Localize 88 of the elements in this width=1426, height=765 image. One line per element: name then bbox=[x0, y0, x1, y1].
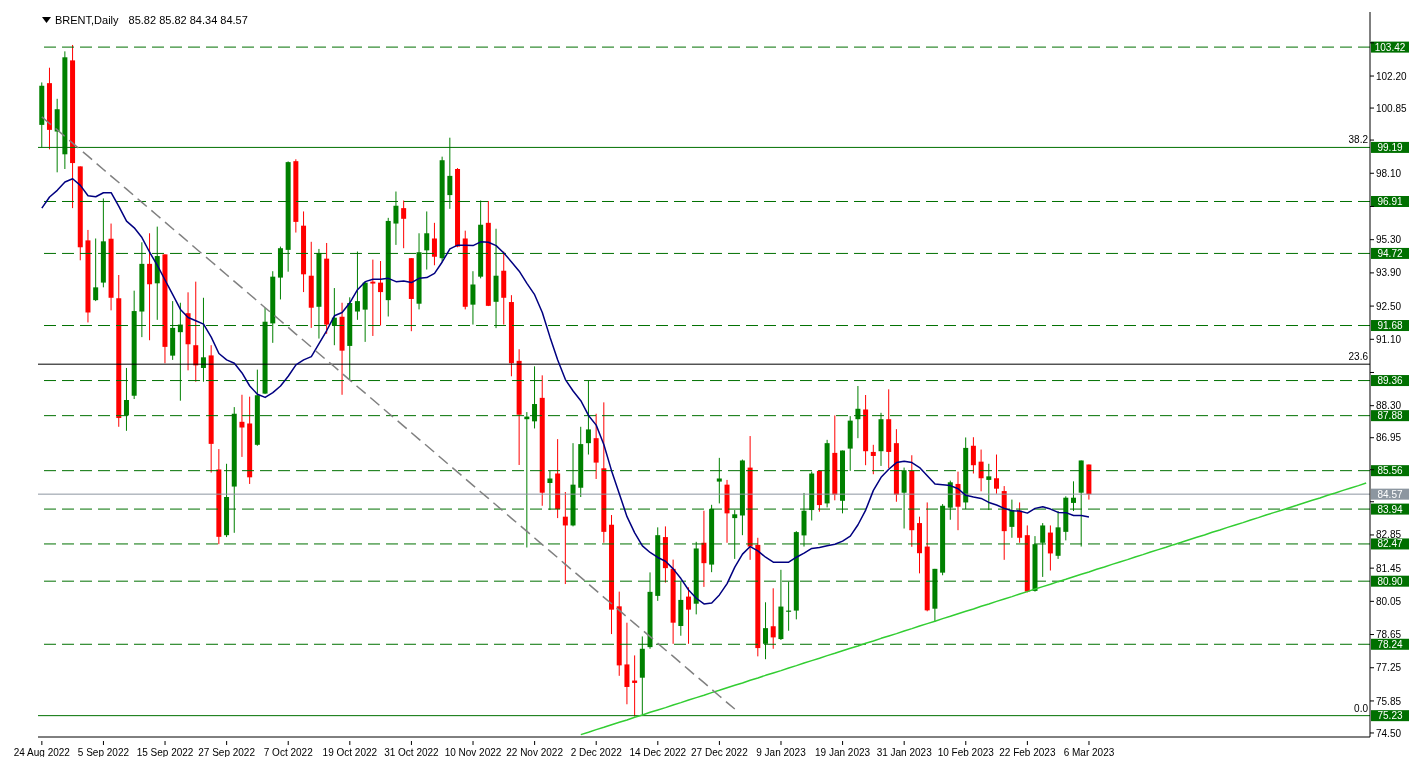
candlestick bbox=[770, 587, 776, 650]
candlestick bbox=[424, 210, 430, 271]
x-tick-label: 14 Dec 2022 bbox=[629, 747, 687, 758]
candlestick bbox=[354, 251, 360, 321]
candlestick bbox=[701, 510, 707, 588]
candlestick bbox=[239, 394, 245, 458]
x-tick-label: 2 Dec 2022 bbox=[570, 747, 623, 758]
y-tick-label: 77.25 bbox=[1376, 662, 1402, 674]
candlestick bbox=[447, 137, 453, 210]
candlestick bbox=[470, 270, 476, 326]
candlestick bbox=[986, 463, 992, 511]
candlestick bbox=[147, 232, 153, 341]
y-tick-label: 80.05 bbox=[1376, 595, 1402, 607]
line-series bbox=[580, 482, 1367, 736]
ref-line-label: 96.91 bbox=[1377, 195, 1403, 207]
candlestick bbox=[1070, 480, 1076, 512]
x-tick-label: 22 Feb 2023 bbox=[999, 747, 1056, 758]
annotation: 38.2 bbox=[1348, 134, 1368, 147]
annotation: 23.6 bbox=[1348, 351, 1368, 364]
candlestick bbox=[686, 586, 692, 645]
ref-line-label: 87.88 bbox=[1377, 410, 1403, 422]
candlestick bbox=[901, 467, 907, 530]
ref-line-label: 82.47 bbox=[1377, 538, 1403, 550]
candlestick bbox=[378, 260, 384, 327]
candlestick bbox=[1009, 499, 1015, 539]
y-tick-label: 82.85 bbox=[1376, 529, 1402, 541]
candlestick bbox=[870, 444, 876, 475]
candlestick bbox=[978, 449, 984, 492]
y-tick-label: 95.30 bbox=[1376, 234, 1402, 246]
ref-line-label: 103.42 bbox=[1374, 41, 1406, 53]
y-tick-label: 102.20 bbox=[1376, 70, 1408, 82]
candlestick bbox=[1040, 522, 1046, 578]
x-tick-label: 7 Oct 2022 bbox=[263, 747, 314, 758]
candlestick bbox=[970, 436, 976, 475]
y-tick-label: 91.10 bbox=[1376, 333, 1402, 345]
candlestick bbox=[547, 470, 553, 511]
ref-line-label: 94.72 bbox=[1377, 247, 1403, 259]
x-tick-label: 9 Jan 2023 bbox=[756, 747, 807, 758]
candlestick bbox=[994, 454, 999, 495]
ref-line-label: 80.90 bbox=[1377, 575, 1403, 587]
candlestick bbox=[716, 457, 722, 504]
candlestick bbox=[585, 380, 591, 456]
candlestick bbox=[1047, 524, 1053, 572]
candlestick bbox=[732, 509, 738, 560]
ref-line-label: 78.24 bbox=[1377, 638, 1403, 650]
y-tick-label: 93.90 bbox=[1376, 267, 1402, 279]
y-tick-label: 98.10 bbox=[1376, 167, 1402, 179]
x-tick-label: 22 Nov 2022 bbox=[506, 747, 564, 758]
x-tick-label: 19 Oct 2022 bbox=[322, 747, 378, 758]
y-tick-label: 75.85 bbox=[1376, 695, 1402, 707]
x-tick-label: 10 Nov 2022 bbox=[444, 747, 502, 758]
x-tick-label: 6 Mar 2023 bbox=[1063, 747, 1115, 758]
y-tick-label: 88.30 bbox=[1376, 400, 1402, 412]
candlestick bbox=[54, 98, 60, 173]
chart-subtitle: 85.82 85.82 84.34 84.57 bbox=[128, 14, 248, 26]
candlestick bbox=[200, 297, 206, 383]
ref-line-label: 84.57 bbox=[1377, 488, 1403, 500]
candlestick bbox=[763, 601, 769, 660]
candlestick bbox=[93, 237, 99, 302]
chart-title: BRENT,Daily bbox=[55, 14, 119, 26]
candlestick bbox=[532, 365, 538, 429]
ref-line-label: 91.68 bbox=[1377, 320, 1403, 332]
ref-line-label: 89.36 bbox=[1377, 375, 1403, 387]
x-tick-label: 19 Jan 2023 bbox=[815, 747, 871, 758]
line-series bbox=[41, 177, 1090, 605]
candlestick bbox=[562, 491, 568, 585]
candlestick bbox=[431, 222, 437, 266]
annotation: 0.0 bbox=[1354, 702, 1368, 715]
y-tick-label: 81.45 bbox=[1376, 562, 1402, 574]
ref-line-label: 99.19 bbox=[1377, 141, 1403, 153]
y-tick-label: 100.85 bbox=[1376, 102, 1408, 114]
ref-line-label: 83.94 bbox=[1377, 503, 1403, 515]
candlestick bbox=[624, 622, 630, 705]
y-tick-label: 86.95 bbox=[1376, 432, 1402, 444]
x-tick-label: 27 Dec 2022 bbox=[691, 747, 749, 758]
ref-line-label: 75.23 bbox=[1377, 710, 1403, 722]
candlestick bbox=[393, 191, 399, 246]
y-tick-label: 92.50 bbox=[1376, 300, 1402, 312]
candlestick bbox=[123, 367, 129, 432]
candlestick bbox=[401, 200, 407, 249]
ref-line-label: 85.56 bbox=[1377, 465, 1403, 477]
candlestick bbox=[193, 281, 199, 383]
x-tick-label: 31 Jan 2023 bbox=[876, 747, 933, 758]
x-tick-label: 10 Feb 2023 bbox=[937, 747, 995, 758]
x-tick-label: 31 Oct 2022 bbox=[384, 747, 440, 758]
y-tick-label: 78.65 bbox=[1376, 629, 1402, 641]
y-tick-label: 74.50 bbox=[1376, 727, 1402, 739]
candlestick bbox=[370, 259, 376, 337]
